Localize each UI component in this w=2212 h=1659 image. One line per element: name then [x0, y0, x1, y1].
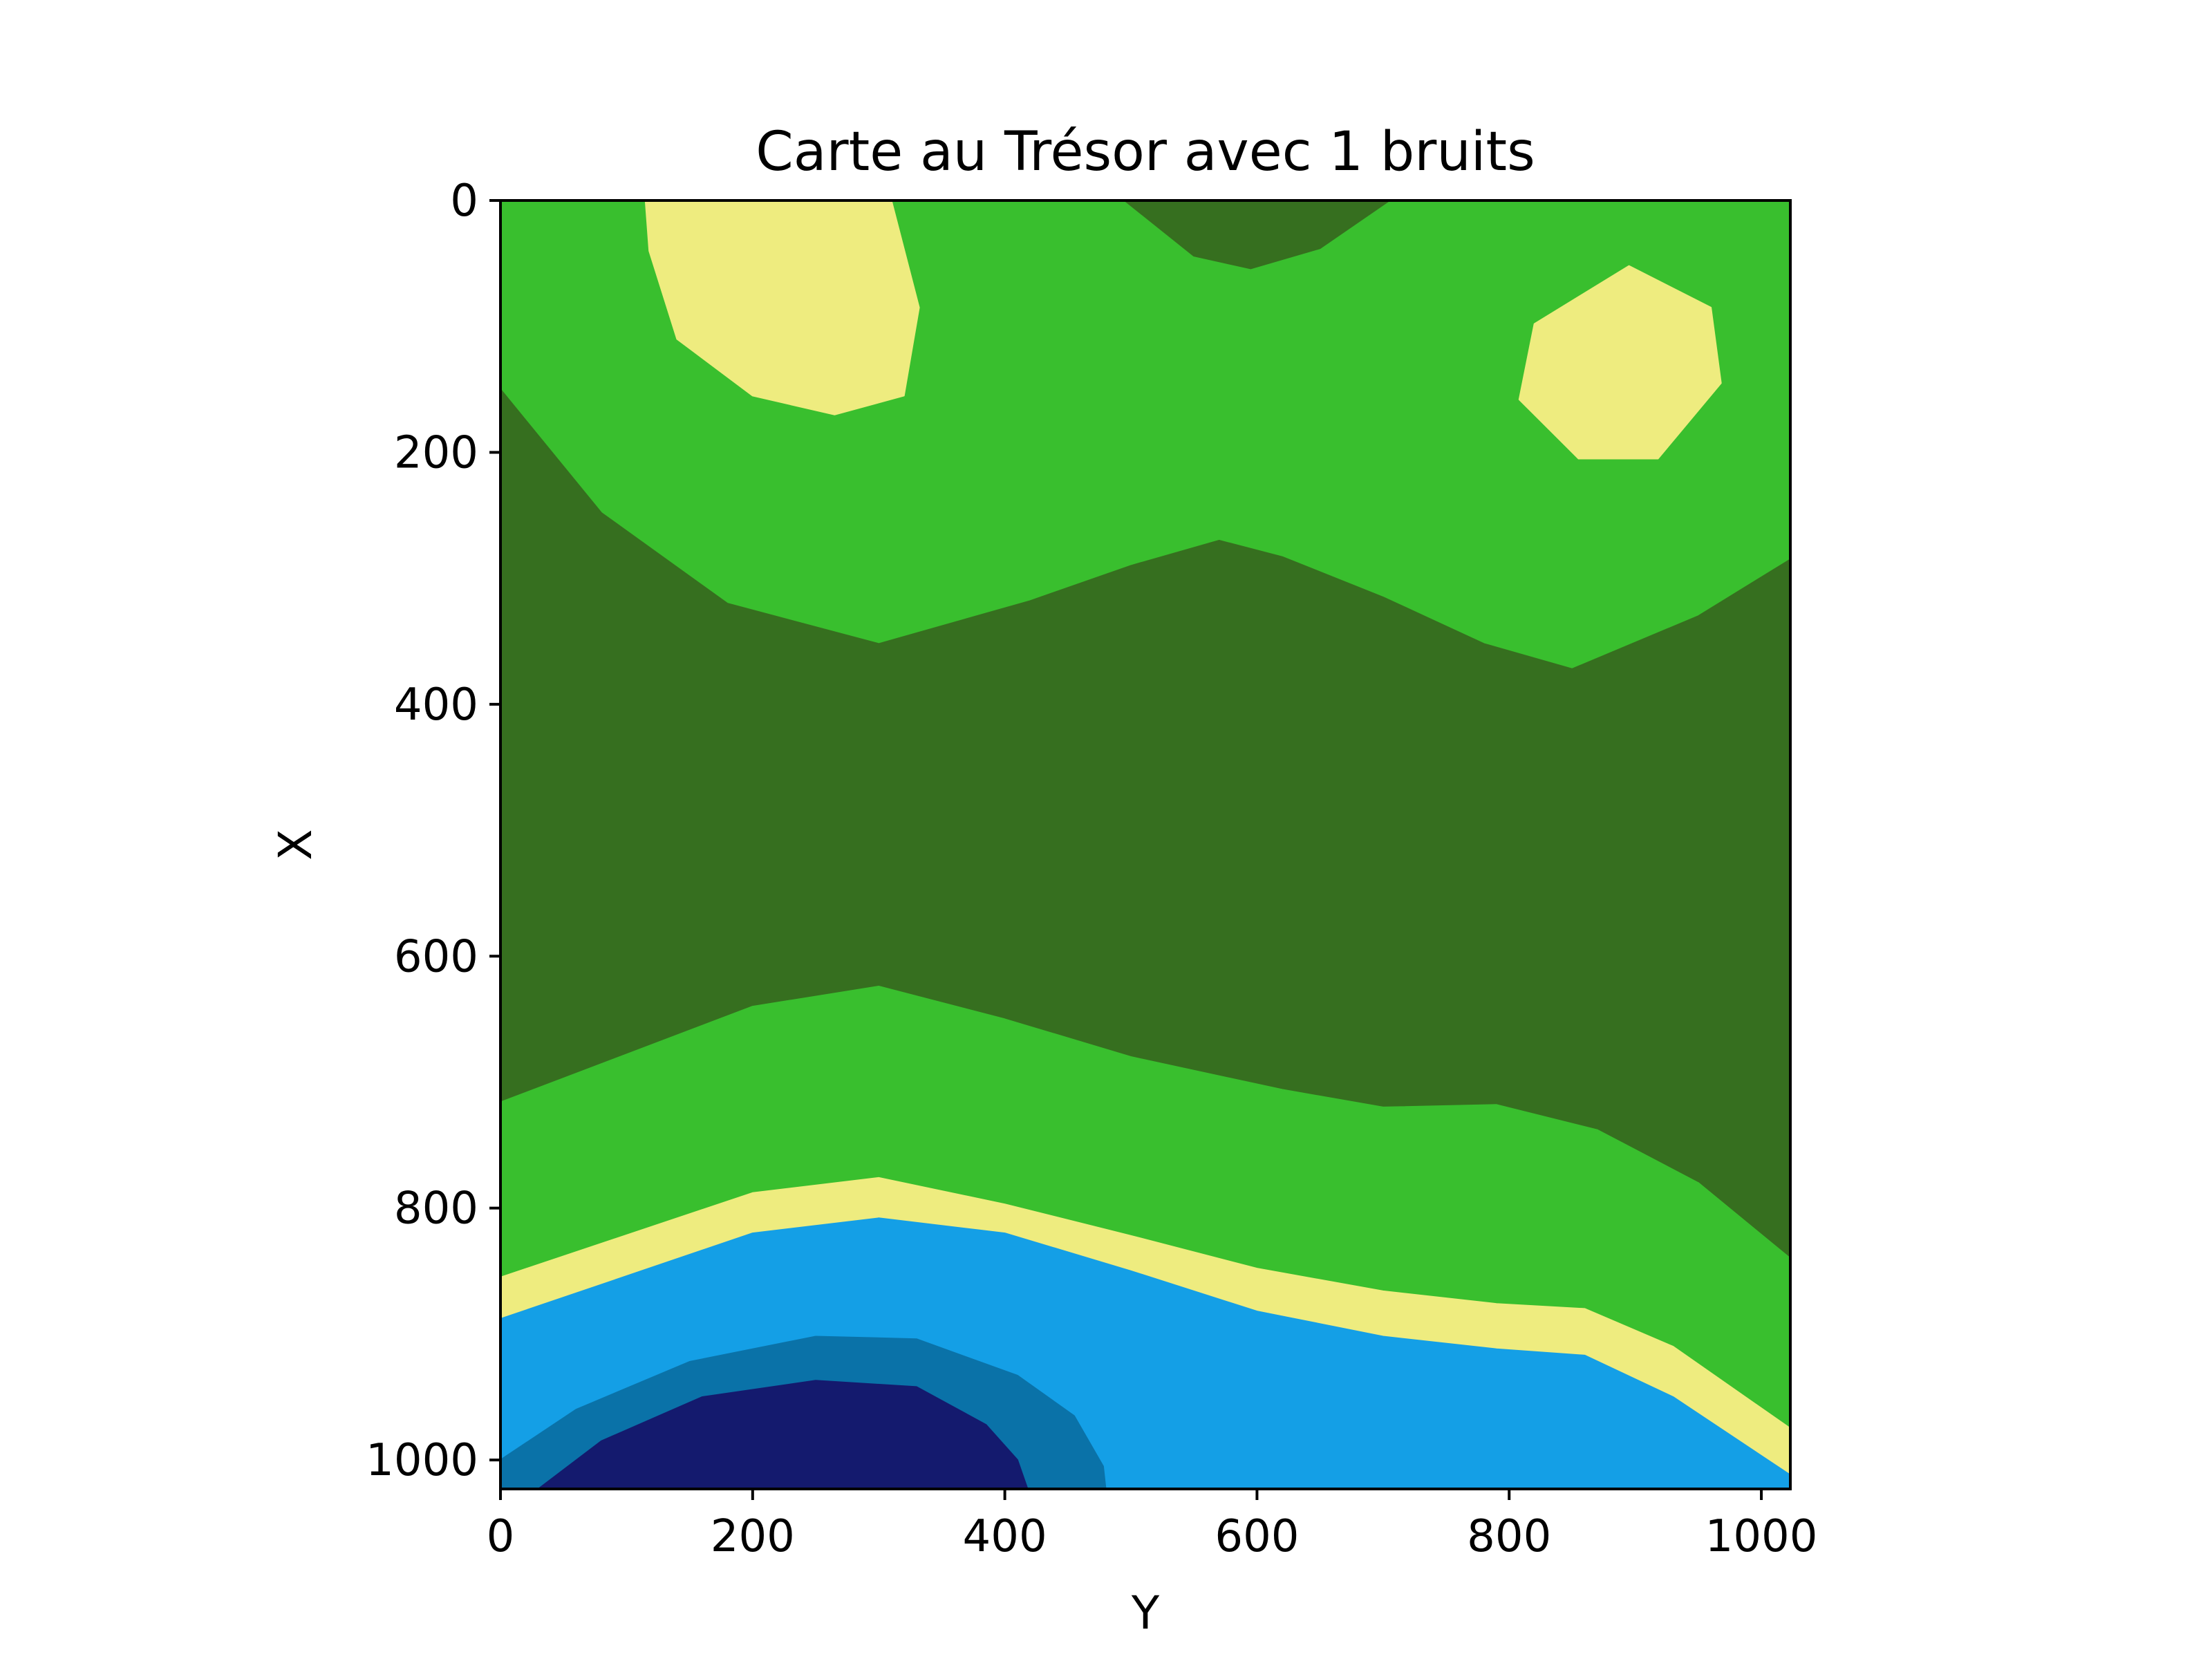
x-tick-label: 400: [963, 1511, 1047, 1562]
contour-region-deep-water-9: [537, 1380, 1029, 1489]
y-tick-label: 400: [394, 679, 478, 731]
x-tick-label: 0: [487, 1511, 515, 1562]
y-tick-label: 1000: [366, 1435, 478, 1486]
y-tick-label: 600: [394, 931, 478, 982]
x-tick-label: 600: [1215, 1511, 1299, 1562]
x-tick-label: 1000: [1705, 1511, 1818, 1562]
chart-title: Carte au Trésor avec 1 bruits: [756, 121, 1535, 183]
y-tick-label: 800: [394, 1183, 478, 1235]
x-tick-label: 800: [1467, 1511, 1551, 1562]
x-tick-label: 200: [711, 1511, 795, 1562]
contour-region-sand-2: [644, 200, 920, 415]
contour-region-forest-1: [1123, 200, 1390, 270]
y-tick-label: 200: [394, 427, 478, 478]
contour-regions: [500, 200, 1790, 1489]
y-axis-ticks: 0 200 400 600 800 1000: [366, 176, 500, 1486]
y-tick-label: 0: [450, 176, 478, 227]
x-axis-label: Y: [1131, 1586, 1160, 1640]
y-axis-label: X: [269, 829, 322, 860]
contour-region-sand-3: [1518, 265, 1722, 460]
x-axis-ticks: 0 200 400 600 800 1000: [487, 1489, 1818, 1562]
plot-frame: [499, 199, 1792, 1490]
